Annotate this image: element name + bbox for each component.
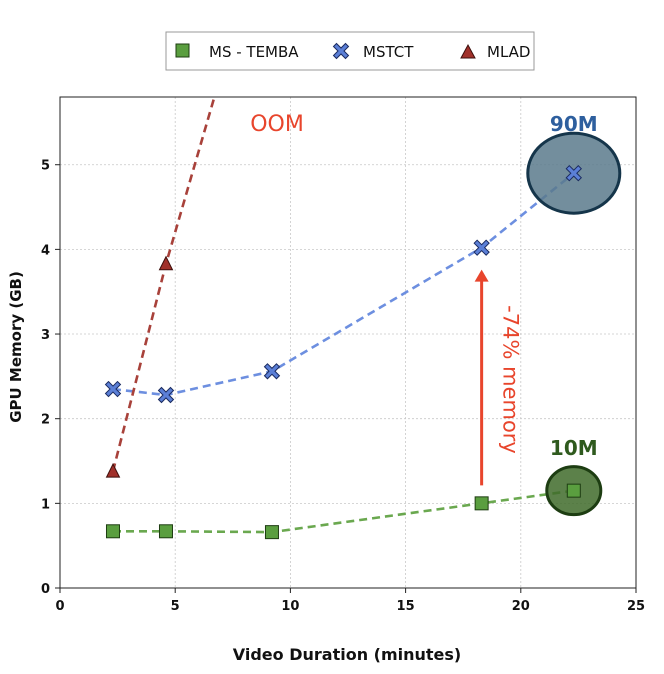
legend-label: MLAD <box>487 43 530 61</box>
y-tick-label: 1 <box>41 497 50 512</box>
legend-marker-x <box>332 42 350 60</box>
x-tick-label: 0 <box>55 599 64 614</box>
x-tick-label: 15 <box>397 599 415 614</box>
legend-marker-triangle <box>460 43 476 59</box>
point-mstct <box>104 380 122 398</box>
point-mlad <box>105 463 121 478</box>
param-label-large: 90M <box>550 112 598 136</box>
legend-item-mstct: MSTCT <box>332 42 414 61</box>
x-tick-label: 25 <box>627 599 645 614</box>
series-line-ms-temba <box>113 489 574 534</box>
y-tick-label: 0 <box>41 582 50 597</box>
y-tick-label: 2 <box>41 413 50 428</box>
point-ms-temba <box>158 524 173 539</box>
y-tick-label: 4 <box>41 243 50 258</box>
y-tick-label: 5 <box>41 159 50 174</box>
x-tick-label: 5 <box>171 599 180 614</box>
y-axis-title: GPU Memory (GB) <box>7 271 25 423</box>
point-mlad <box>158 255 174 271</box>
point-mstct <box>565 164 582 182</box>
x-axis-title: Video Duration (minutes) <box>233 645 461 664</box>
x-tick-label: 20 <box>512 599 530 614</box>
param-label-small: 10M <box>550 436 598 460</box>
series-line-mlad <box>111 97 216 472</box>
legend-label: MS - TEMBA <box>209 43 299 61</box>
x-tick-label: 10 <box>281 599 299 614</box>
legend-item-mlad: MLAD <box>460 43 530 61</box>
plot-frame <box>59 96 637 589</box>
legend: MS - TEMBA MSTCT MLAD <box>165 31 535 71</box>
oom-label: OOM <box>250 112 304 137</box>
point-mstct <box>263 363 281 380</box>
legend-marker-square <box>175 43 190 58</box>
legend-box <box>165 31 535 71</box>
point-mstct <box>157 386 175 404</box>
annotations: 90M 10M OOM -74% memory <box>250 112 622 517</box>
point-ms-temba <box>105 524 120 539</box>
reduction-label: -74% memory <box>499 305 523 454</box>
series-markers <box>104 164 582 540</box>
point-ms-temba <box>474 496 489 511</box>
point-ms-temba <box>264 525 279 540</box>
axes: 0 5 10 15 20 25 0 1 2 3 4 5 <box>41 96 645 614</box>
point-mstct <box>473 239 490 256</box>
point-ms-temba <box>566 483 581 498</box>
legend-x-shape <box>332 42 350 60</box>
legend-label: MSTCT <box>363 43 414 61</box>
reduction-arrow-head <box>474 269 489 282</box>
y-tick-label: 3 <box>41 328 50 343</box>
legend-item-ms-temba: MS - TEMBA <box>175 43 299 61</box>
